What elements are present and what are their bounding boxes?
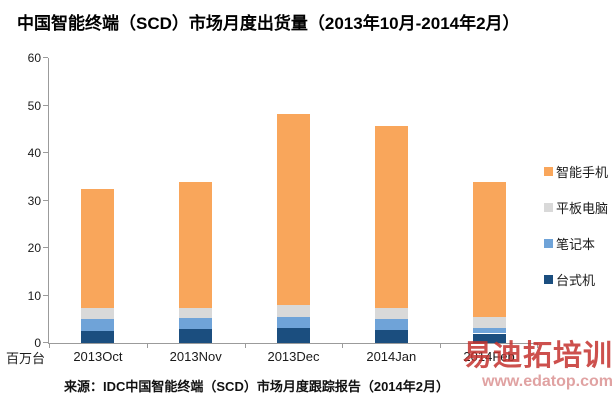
watermark-url: www.edatop.com bbox=[482, 373, 613, 390]
legend-item: 笔记本 bbox=[544, 234, 608, 253]
legend-swatch-icon bbox=[544, 239, 553, 248]
y-tick-label: 40 bbox=[27, 146, 41, 160]
y-axis-tick bbox=[43, 199, 48, 201]
x-axis-tick bbox=[342, 343, 344, 348]
x-axis-tick bbox=[244, 343, 246, 348]
bar-segment-平板电脑 bbox=[179, 307, 213, 319]
y-tick-label: 60 bbox=[27, 51, 41, 65]
x-axis-tick bbox=[440, 343, 442, 348]
bar-segment-平板电脑 bbox=[81, 308, 115, 320]
legend-label: 台式机 bbox=[556, 273, 596, 288]
y-tick-label: 50 bbox=[27, 98, 41, 113]
bar-segment-智能手机 bbox=[81, 188, 115, 309]
chart-title: 中国智能终端（SCD）市场月度出货量（2013年10月-2014年2月） bbox=[17, 14, 520, 33]
legend-label: 平板电脑 bbox=[556, 201, 609, 216]
bar-segment-笔记本 bbox=[277, 316, 310, 328]
x-category-label: 2013Nov bbox=[169, 349, 222, 364]
bar-segment-智能手机 bbox=[277, 113, 310, 305]
legend-item: 台式机 bbox=[544, 270, 608, 289]
y-tick-label: 30 bbox=[27, 193, 41, 208]
legend-swatch-icon bbox=[544, 167, 553, 176]
x-category-label: 2013Oct bbox=[73, 349, 123, 364]
bar-segment-笔记本 bbox=[81, 319, 115, 332]
x-axis-tick bbox=[49, 343, 50, 348]
bar-segment-台式机 bbox=[277, 327, 310, 343]
legend-item: 平板电脑 bbox=[544, 198, 608, 217]
bar-segment-笔记本 bbox=[472, 327, 506, 334]
y-tick-label: 0 bbox=[34, 336, 41, 350]
y-axis-tick bbox=[43, 247, 48, 248]
x-axis-tick bbox=[146, 343, 148, 348]
bar-segment-平板电脑 bbox=[472, 316, 506, 328]
bar-segment-台式机 bbox=[179, 329, 213, 343]
legend-label: 笔记本 bbox=[556, 237, 596, 252]
y-axis-tick bbox=[43, 104, 48, 106]
legend-swatch-icon bbox=[544, 203, 553, 212]
y-axis-tick bbox=[43, 57, 48, 58]
plot-area: 0 10 20 30 40 50 60 2013Oct 2013Nov 2013Dec 2014Ja… bbox=[28, 51, 538, 364]
y-tick-label: 20 bbox=[27, 241, 41, 255]
y-axis-tick bbox=[43, 294, 48, 296]
source-note: 来源：IDC中国智能终端（SCD）市场月度跟踪报告（2014年2月） bbox=[64, 379, 449, 394]
legend-swatch-icon bbox=[544, 275, 553, 284]
y-axis-tick bbox=[43, 342, 48, 343]
bar-segment-笔记本 bbox=[374, 319, 408, 331]
x-axis-tick bbox=[537, 343, 538, 348]
y-tick-label: 10 bbox=[27, 288, 41, 303]
bar-segment-平板电脑 bbox=[277, 304, 310, 317]
bar-segment-智能手机 bbox=[472, 181, 506, 317]
bar-segment-智能手机 bbox=[374, 126, 408, 309]
y-axis-tick bbox=[43, 152, 48, 153]
bar-segment-智能手机 bbox=[179, 181, 213, 308]
x-category-label: 2014Feb bbox=[463, 349, 515, 364]
bar-segment-台式机 bbox=[472, 333, 506, 343]
y-axis-unit-label: 百万台 bbox=[6, 351, 46, 366]
bar-segment-平板电脑 bbox=[374, 308, 408, 320]
legend: 智能手机平板电脑笔记本台式机 bbox=[544, 162, 608, 289]
bar-segment-台式机 bbox=[374, 330, 408, 343]
x-category-label: 2014Jan bbox=[366, 349, 417, 364]
x-category-label: 2013Dec bbox=[267, 349, 320, 364]
bar-segment-台式机 bbox=[81, 331, 115, 343]
bar-segment-笔记本 bbox=[179, 318, 213, 330]
legend-label: 智能手机 bbox=[556, 165, 609, 180]
legend-item: 智能手机 bbox=[544, 162, 608, 181]
